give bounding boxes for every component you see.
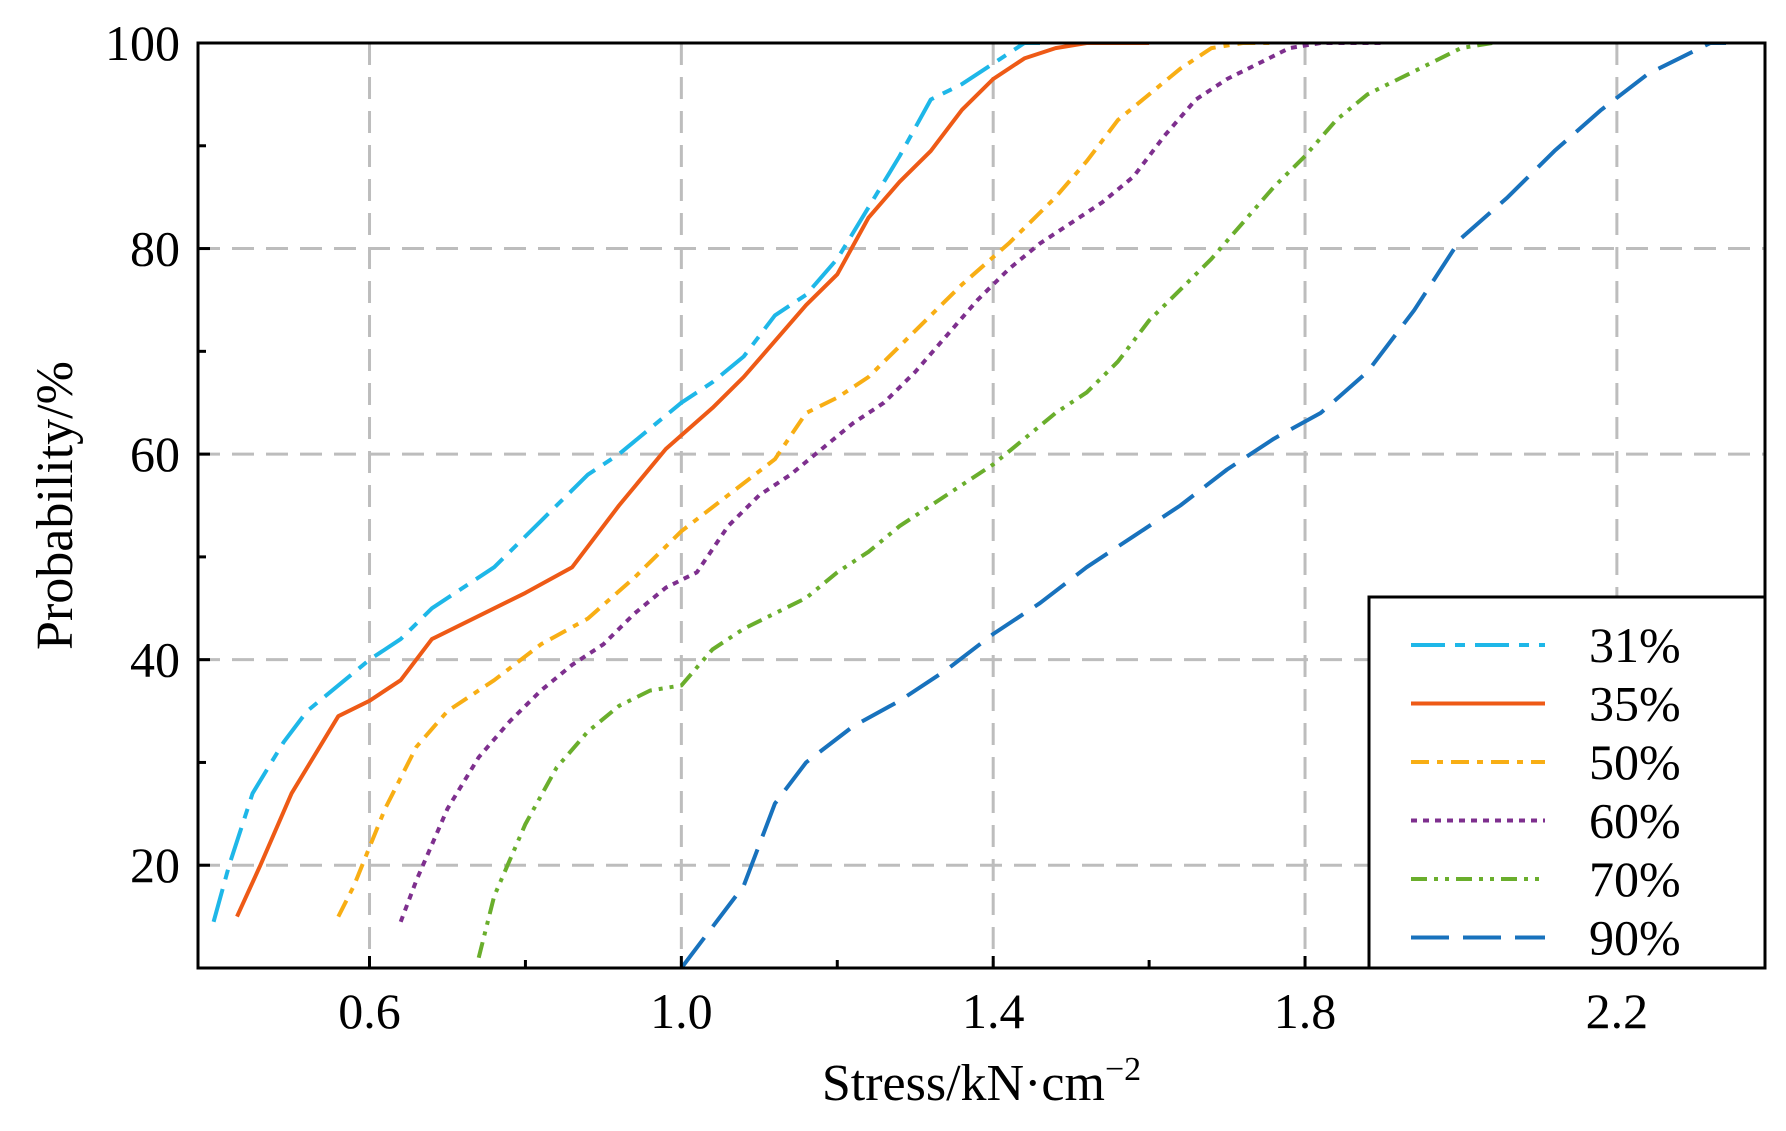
y-axis-title: Probability/% [27,361,84,650]
x-tick-label-3: 1.8 [1274,983,1337,1039]
x-tick-label-1: 1.0 [650,983,713,1039]
axis-ticks: 0.6 1.0 1.4 1.8 2.2 20 40 60 80 100 [105,15,1648,1039]
series-line-31pct [211,43,1040,923]
series-line-60pct [398,43,1383,923]
series-line-50pct [336,43,1274,918]
y-tick-label-2: 60 [130,426,180,482]
x-axis-title-superscript: −2 [1105,1051,1141,1088]
series-line-70pct [476,43,1493,959]
legend-box [1367,595,1767,970]
legend: 31%35%50%60%70%90% [1367,595,1767,970]
x-axis-title: Stress/kN·cm−2 [822,1051,1141,1112]
y-tick-label-1: 40 [130,632,180,688]
series-line-35pct [235,43,1150,918]
x-tick-label-4: 2.2 [1586,983,1649,1039]
legend-label-35pct: 35% [1589,676,1681,732]
y-tick-label-0: 20 [130,837,180,893]
legend-label-90pct: 90% [1589,910,1681,966]
x-tick-label-2: 1.4 [962,983,1025,1039]
series-layer [211,43,1726,968]
y-tick-label-4: 100 [105,15,180,71]
x-tick-label-0: 0.6 [338,983,401,1039]
plot-frame [196,41,1767,970]
x-axis-title-text: Stress/kN·cm [822,1055,1105,1112]
series-line-90pct [679,43,1726,968]
legend-label-60pct: 60% [1589,793,1681,849]
y-tick-label-3: 80 [130,221,180,277]
legend-label-31pct: 31% [1589,617,1681,673]
legend-label-50pct: 50% [1589,734,1681,790]
legend-label-70pct: 70% [1589,851,1681,907]
